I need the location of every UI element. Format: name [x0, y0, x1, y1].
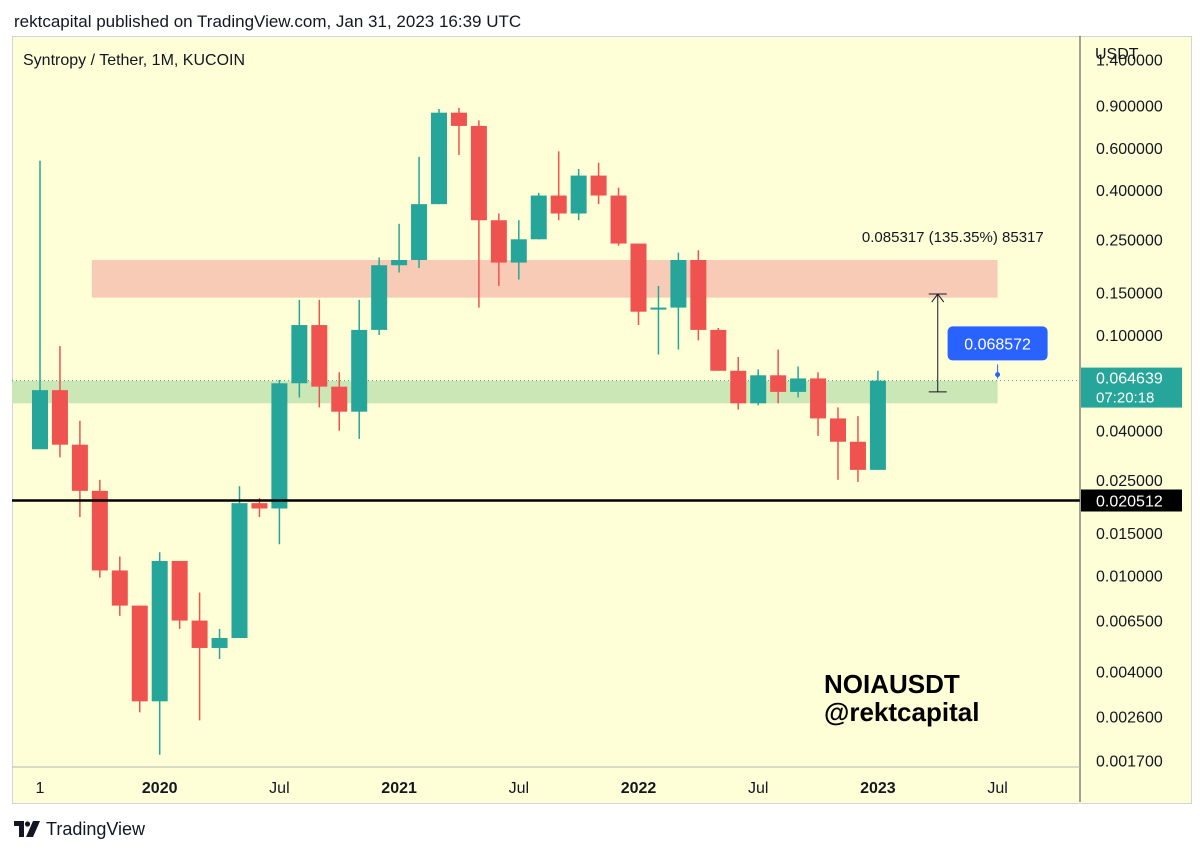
candle-body	[869, 380, 886, 470]
candle-body	[311, 325, 328, 387]
candle-body	[810, 378, 827, 419]
y-tick-label: 1.400000	[1096, 52, 1163, 69]
candle-body	[391, 260, 408, 266]
support-zone	[12, 380, 998, 404]
projection-label: 0.085317 (135.35%) 85317	[862, 229, 1044, 246]
symbol-title: Syntropy / Tether, 1M, KUCOIN	[23, 52, 245, 69]
y-tick-label: 0.006500	[1096, 614, 1163, 631]
candle-body	[111, 570, 128, 606]
candle-body	[251, 503, 268, 509]
axis-layer: 1.400000 0.900000 0.600000 0.400000 0.250000…	[36, 52, 1182, 797]
candle-body	[690, 260, 707, 330]
candle-body	[271, 383, 288, 509]
x-tick-label: 1	[36, 780, 45, 797]
x-tick-label: 2021	[381, 780, 417, 797]
candle-body	[331, 386, 348, 412]
candles-layer	[32, 107, 886, 755]
y-tick-label: 0.900000	[1096, 98, 1163, 115]
current-price-label: 0.064639	[1096, 371, 1163, 388]
candle-body	[750, 375, 767, 404]
candle-body	[211, 638, 228, 648]
candle-body	[151, 560, 168, 702]
target-marker-badge	[947, 326, 1048, 361]
candle-body	[510, 239, 527, 263]
x-tick-label: Jul	[509, 780, 529, 797]
candle-body	[570, 175, 587, 214]
x-tick-label: 2023	[860, 780, 896, 797]
y-tick-label: 0.400000	[1096, 183, 1163, 200]
candle-body	[411, 204, 428, 261]
y-tick-label: 0.010000	[1096, 569, 1163, 586]
x-tick-label: 2020	[142, 780, 178, 797]
zones-layer	[12, 260, 998, 404]
candle-body	[550, 195, 567, 214]
target-marker-label: 0.068572	[964, 336, 1031, 353]
y-tick-label: 0.002600	[1096, 709, 1163, 726]
y-tick-label: 0.025000	[1096, 473, 1163, 490]
candle-body	[231, 503, 248, 639]
candle-body	[770, 375, 787, 392]
x-tick-label: 2022	[621, 780, 657, 797]
candle-body	[670, 260, 687, 308]
price-chart[interactable]: 0.085317 (135.35%) 85317 0.068572 1.40000…	[12, 36, 1190, 802]
tradingview-brand[interactable]: TradingView	[46, 818, 146, 839]
support-price-badge	[1081, 489, 1182, 512]
candle-body	[790, 378, 807, 392]
x-tick-label: Jul	[269, 780, 289, 797]
candle-body	[590, 175, 607, 196]
publish-header: rektcapital published on TradingView.com…	[14, 12, 522, 31]
tradingview-logo-icon[interactable]	[14, 821, 40, 837]
candle-body	[131, 605, 148, 702]
chart-frame	[12, 36, 1192, 804]
watermark-symbol: NOIAUSDT	[824, 669, 960, 699]
candle-body	[431, 112, 447, 205]
candle-body	[450, 112, 467, 126]
y-tick-label: 0.150000	[1096, 286, 1163, 303]
candle-body	[71, 444, 88, 491]
candle-body	[32, 390, 48, 450]
x-tick-label: Jul	[748, 780, 768, 797]
candle-body	[849, 441, 866, 470]
candle-body	[191, 620, 208, 648]
candle-body	[371, 265, 388, 330]
resistance-zone	[91, 260, 998, 298]
candle-body	[830, 418, 846, 442]
y-tick-label: 0.600000	[1096, 141, 1163, 158]
candle-body	[710, 329, 727, 371]
y-tick-label: 0.015000	[1096, 526, 1163, 543]
watermark-author: @rektcapital	[824, 697, 979, 727]
candle-body	[730, 370, 747, 404]
current-price-badge	[1081, 367, 1182, 408]
candle-body	[630, 243, 647, 312]
candle-body	[351, 329, 368, 412]
countdown-label: 07:20:18	[1096, 390, 1154, 407]
candle-body	[650, 307, 667, 310]
candle-body	[291, 325, 308, 384]
candle-body	[51, 390, 68, 445]
candle-body	[610, 195, 627, 244]
y-tick-label: 0.250000	[1096, 232, 1163, 249]
x-tick-label: Jul	[987, 780, 1007, 797]
footer: TradingView	[14, 816, 145, 842]
y-tick-label: 0.100000	[1096, 328, 1163, 345]
candle-body	[470, 125, 487, 221]
y-tick-label: 0.001700	[1096, 754, 1163, 771]
overlay-layer: 0.085317 (135.35%) 85317 0.068572	[12, 229, 1080, 502]
candle-body	[530, 195, 547, 240]
support-price-label: 0.020512	[1096, 494, 1163, 511]
candle-body	[490, 220, 507, 263]
target-marker-dot	[995, 372, 1001, 378]
candle-body	[171, 560, 188, 621]
y-tick-label: 0.004000	[1096, 664, 1163, 681]
candle-body	[91, 490, 108, 571]
y-tick-label: 0.040000	[1096, 424, 1163, 441]
currency-label: USDT	[1095, 46, 1139, 63]
projection-arrowhead	[931, 293, 945, 303]
